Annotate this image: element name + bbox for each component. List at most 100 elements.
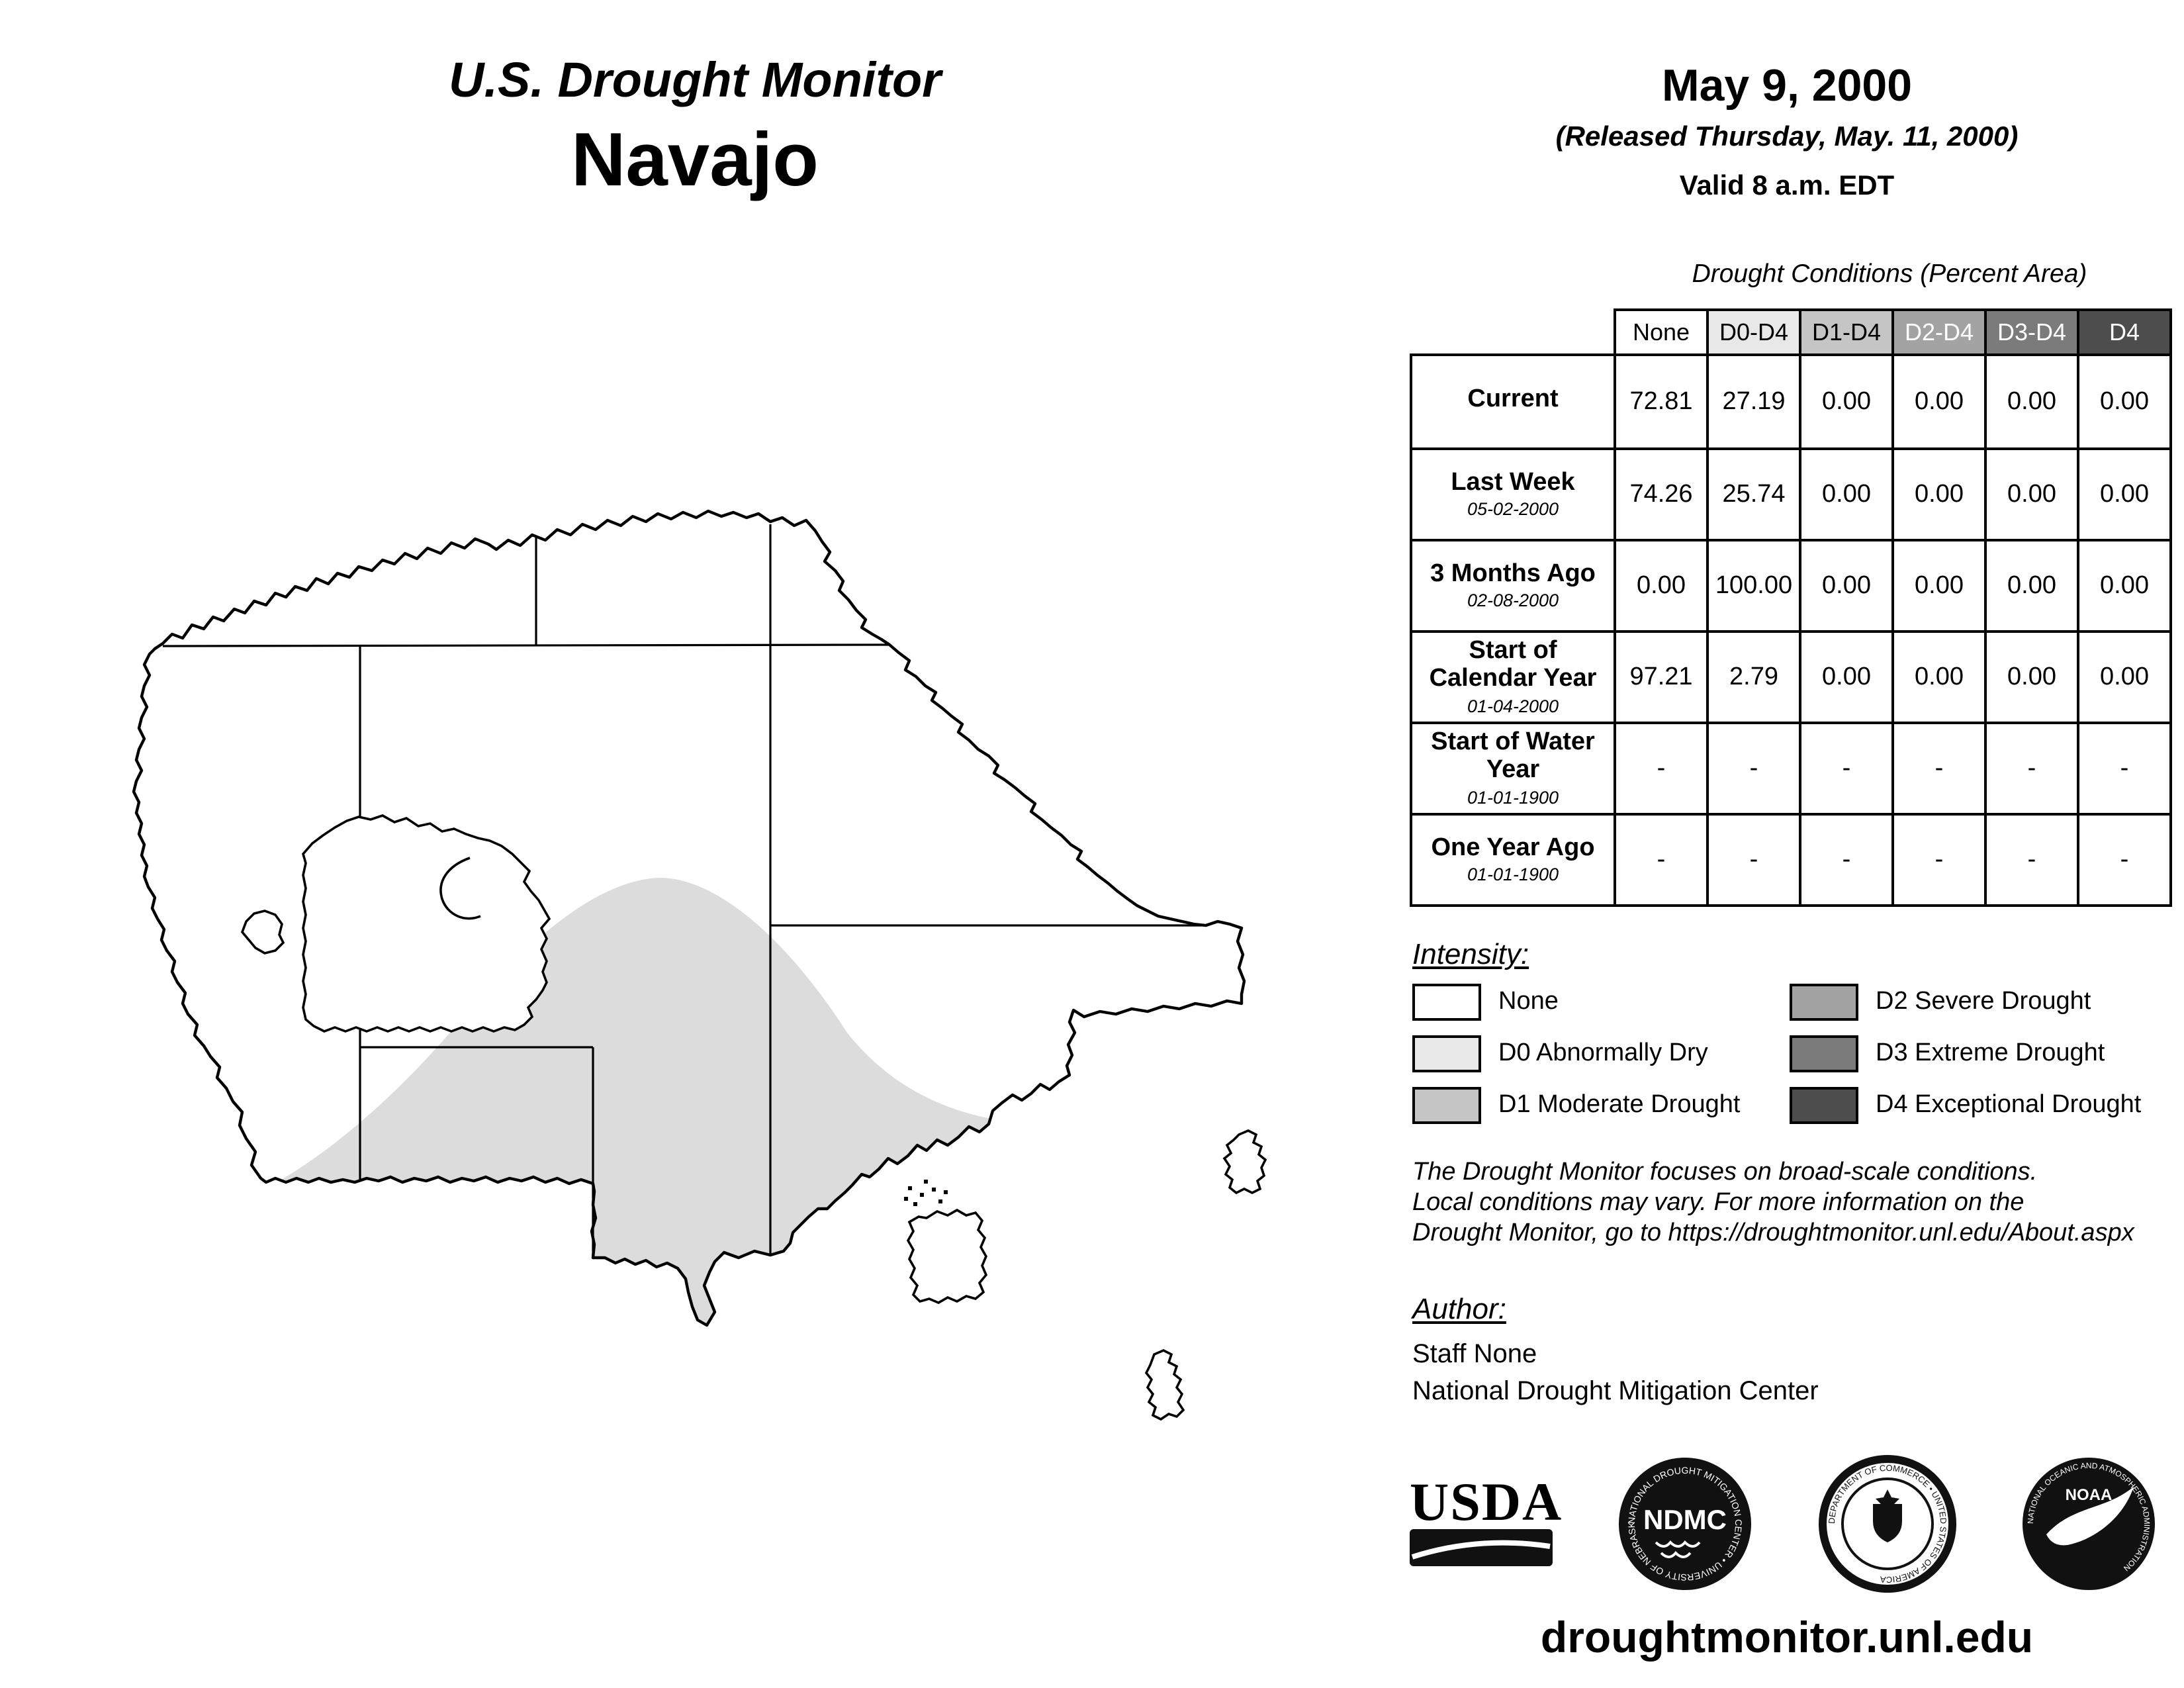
table-value: 0.00: [2077, 630, 2169, 722]
hopi-enclave-hole: [302, 814, 551, 1033]
table-value: -: [1706, 813, 1799, 904]
table-value: 0.00: [1614, 539, 1706, 630]
report-title: U.S. Drought Monitor: [449, 53, 941, 107]
table-value: 0.00: [1984, 630, 2077, 722]
table-value: 0.00: [1891, 630, 1984, 722]
table-value: -: [1891, 722, 1984, 813]
table-value: 0.00: [1891, 356, 1984, 447]
title-block: U.S. Drought Monitor Navajo: [251, 53, 1138, 204]
satellite-ramah: [906, 1208, 988, 1305]
usda-logo-swoosh: [1410, 1529, 1553, 1566]
table-header-row: None D0-D4 D1-D4 D2-D4 D3-D4 D4: [1614, 308, 2172, 356]
table-value: -: [1891, 813, 1984, 904]
ndmc-logo: NATIONAL DROUGHT MITIGATION CENTER • UNI…: [1617, 1455, 1754, 1593]
table-value: 97.21: [1614, 630, 1706, 722]
column-header-none: None: [1614, 308, 1709, 356]
usda-logo-text: USDA: [1410, 1471, 1563, 1532]
small-parcels: [904, 1180, 948, 1206]
noaa-logo-text: NOAA: [2066, 1486, 2113, 1504]
column-header-d0-d4: D0-D4: [1706, 308, 1801, 356]
table-value: 0.00: [1891, 539, 1984, 630]
legend-column-right: D2 Severe Drought D3 Extreme Drought D4 …: [1790, 983, 2141, 1140]
row-label-one-year-ago: One Year Ago 01-01-1900: [1412, 813, 1614, 904]
table-caption: Drought Conditions (Percent Area): [1692, 259, 2087, 289]
table-value: 0.00: [1799, 539, 1891, 630]
ndmc-logo-text: NDMC: [1644, 1504, 1727, 1535]
author-name: Staff None: [1412, 1340, 1537, 1369]
navajo-drought-map: [66, 477, 1324, 1470]
table-value: 0.00: [1984, 356, 2077, 447]
table-value: -: [1984, 813, 2077, 904]
table-value: 74.26: [1614, 447, 1706, 539]
table-value: 72.81: [1614, 356, 1706, 447]
legend-item-d0: D0 Abnormally Dry: [1412, 1035, 1740, 1072]
intensity-heading: Intensity:: [1412, 937, 1529, 970]
column-header-d2-d4: D2-D4: [1891, 308, 1987, 356]
hopi-boundary-hook: [439, 857, 481, 920]
table-value: -: [2077, 722, 2169, 813]
legend-item-d1: D1 Moderate Drought: [1412, 1086, 1740, 1123]
column-header-d4: D4: [2077, 308, 2172, 356]
legend-swatch-d4: [1790, 1086, 1858, 1123]
table-value: 0.00: [1799, 447, 1891, 539]
release-date: (Released Thursday, May. 11, 2000): [1555, 122, 2019, 152]
legend-swatch-none: [1412, 983, 1481, 1020]
usda-logo: USDA: [1410, 1471, 1563, 1573]
table-value: 27.19: [1706, 356, 1799, 447]
satellite-communities: [906, 1129, 1267, 1421]
row-label-3-months-ago: 3 Months Ago 02-08-2000: [1412, 539, 1614, 630]
table-value: -: [2077, 813, 2169, 904]
table-value: -: [1614, 813, 1706, 904]
row-label-start-calendar-year: Start of Calendar Year 01-04-2000: [1412, 630, 1614, 722]
table-value: -: [1984, 722, 2077, 813]
table-value: 0.00: [1984, 447, 2077, 539]
table-value: 0.00: [1984, 539, 2077, 630]
drought-conditions-table: None D0-D4 D1-D4 D2-D4 D3-D4 D4 Current …: [1410, 308, 2172, 907]
noaa-seagull-icon: [2046, 1487, 2134, 1546]
disclaimer-line: Local conditions may vary. For more info…: [1412, 1189, 2025, 1217]
west-enclave-hole: [240, 910, 285, 955]
row-label-start-water-year: Start of Water Year 01-01-1900: [1412, 722, 1614, 813]
table-value: -: [1799, 722, 1891, 813]
table-value: 25.74: [1706, 447, 1799, 539]
legend-swatch-d3: [1790, 1035, 1858, 1072]
commerce-shield-icon: [1872, 1504, 1902, 1542]
logo-row: USDA NATIONAL DROUGHT MITIGATION CENTER …: [1410, 1446, 2158, 1602]
author-heading: Author:: [1412, 1292, 1506, 1325]
table-value: 0.00: [1891, 447, 1984, 539]
table-value: 0.00: [1799, 356, 1891, 447]
noaa-logo: NATIONAL OCEANIC AND ATMOSPHERIC ADMINIS…: [2020, 1455, 2158, 1593]
row-label-last-week: Last Week 05-02-2000: [1412, 447, 1614, 539]
report-date: May 9, 2000: [1661, 61, 1913, 111]
row-label-current: Current: [1467, 385, 1559, 414]
author-organization: National Drought Mitigation Center: [1412, 1377, 1819, 1406]
table-body: Current 72.81 27.19 0.00 0.00 0.00 0.00 …: [1410, 353, 2172, 907]
disclaimer-line: Drought Monitor, go to https://droughtmo…: [1412, 1219, 2134, 1247]
area-name: Navajo: [571, 118, 819, 203]
disclaimer-text: The Drought Monitor focuses on broad-sca…: [1412, 1157, 2134, 1248]
table-value: -: [1799, 813, 1891, 904]
disclaimer-line: The Drought Monitor focuses on broad-sca…: [1412, 1158, 2038, 1186]
legend-item-none: None: [1412, 983, 1740, 1020]
main-boundary: [132, 509, 1246, 1327]
legend-swatch-d0: [1412, 1035, 1481, 1072]
site-url: droughtmonitor.unl.edu: [1540, 1613, 2034, 1662]
date-block: May 9, 2000 (Released Thursday, May. 11,…: [1403, 61, 2171, 203]
satellite-alamo: [1144, 1349, 1185, 1421]
table-value: -: [1706, 722, 1799, 813]
table-value: 100.00: [1706, 539, 1799, 630]
legend-swatch-d1: [1412, 1086, 1481, 1123]
interior-boundaries: [162, 524, 1206, 1256]
legend-item-d2: D2 Severe Drought: [1790, 983, 2141, 1020]
table-value: 2.79: [1706, 630, 1799, 722]
table-value: 0.00: [2077, 447, 2169, 539]
legend-item-d4: D4 Exceptional Drought: [1790, 1086, 2141, 1123]
table-value: 0.00: [2077, 539, 2169, 630]
satellite-tohajiilee: [1222, 1129, 1267, 1195]
table-value: 0.00: [2077, 356, 2169, 447]
column-header-d1-d4: D1-D4: [1799, 308, 1894, 356]
department-of-commerce-logo: DEPARTMENT OF COMMERCE • UNITED STATES O…: [1818, 1455, 1956, 1593]
legend-item-d3: D3 Extreme Drought: [1790, 1035, 2141, 1072]
table-value: -: [1614, 722, 1706, 813]
